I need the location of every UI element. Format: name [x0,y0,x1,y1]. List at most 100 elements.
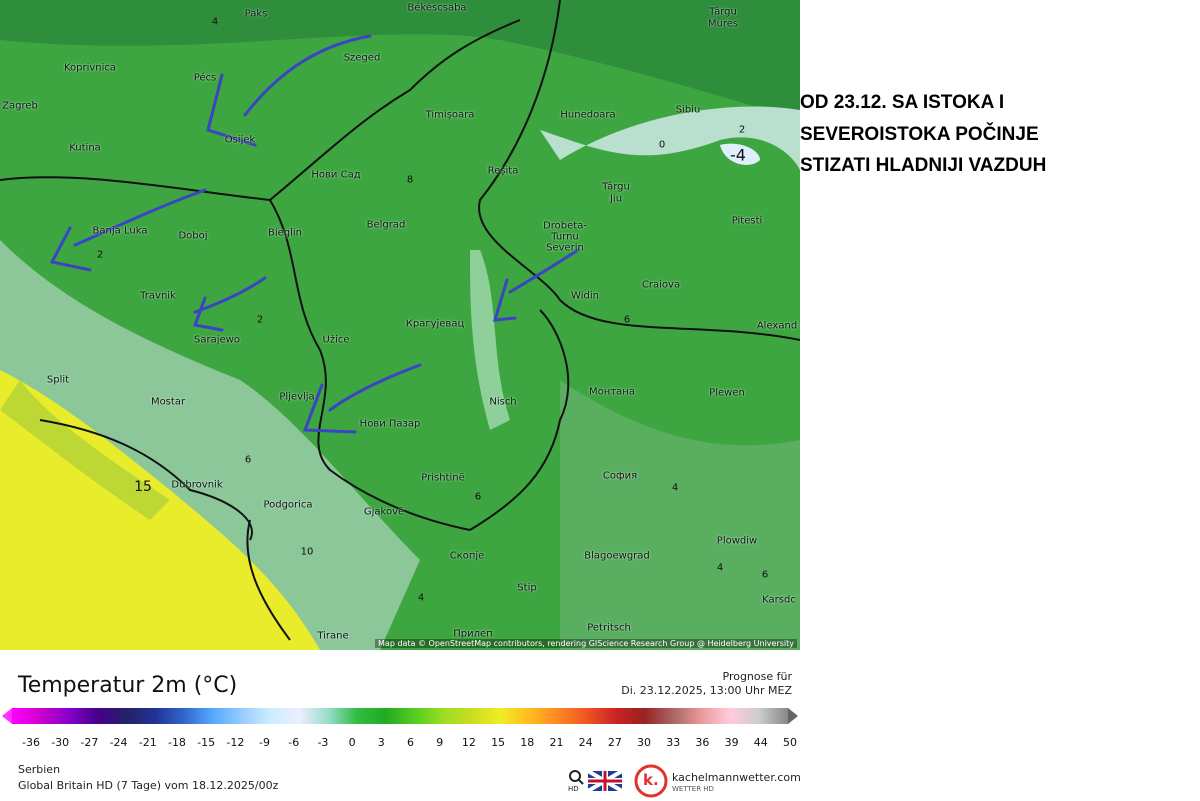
city-label: Craiova [641,279,681,291]
city-label: Stip [517,582,537,594]
logo [634,764,668,798]
city-label: Alexand [756,320,798,332]
contour-label: 6 [623,314,631,326]
city-label: Târgu [709,6,737,18]
colorbar-tick-label: 44 [753,736,768,749]
colorbar-tick-label: -3 [317,736,329,749]
city-label: Prishtinë [421,472,465,484]
contour-label: 4 [716,562,724,574]
annotation-line: OD 23.12. SA ISTOKA I [800,92,1005,113]
city-label: Karsdc [762,594,796,606]
city-label: Прилеп [453,628,493,640]
colorbar-tick-label: 27 [607,736,622,749]
city-label: Osijek [224,134,256,146]
city-label: Szeged [343,52,381,64]
colorbar-tick-label: -15 [197,736,216,749]
city-label: Крагујевац [405,318,465,330]
colorbar-tick-label: 21 [549,736,564,749]
colorbar-tick-label: 50 [783,736,797,749]
colorbar-tick-label: -24 [109,736,128,749]
icons [569,769,624,793]
city-label: Paks [244,8,268,20]
city-label: Pécs [193,72,217,84]
brand: kachelmannwetter.com [672,771,801,784]
colorbar-tick-label: -30 [51,736,70,749]
city-label: Нови Сад [311,169,361,181]
city-label: Bieglin [267,227,303,239]
city-label: Kutina [69,142,101,154]
contour-label: 0 [658,139,666,151]
contour-label: 4 [417,592,425,604]
colorbar [12,708,788,724]
colorbar-tick-label: -6 [288,736,300,749]
city-label: Banja Luka [92,225,148,237]
contour-label: 10 [300,546,314,558]
city-label: Békéscsaba [407,2,467,14]
city-label: Sibiu [675,104,701,116]
annotation-line: SEVEROISTOKA POČINJE [800,124,1039,145]
city-label: Nisch [489,396,517,408]
colorbar-tick-label: -9 [259,736,271,749]
city-label: Târgu [602,181,630,193]
city-label: Jiu [609,193,623,205]
city-label: Widin [571,290,599,302]
logo-text: k. [643,771,659,789]
colorbar-tick-label: 36 [695,736,710,749]
colorbar-tick-label: -27 [80,736,99,749]
city-label: Blagoewgrad [584,550,650,562]
colorbar-tick-label: 30 [637,736,652,749]
legend-title: Temperatur 2m (°C) [18,673,238,698]
forecast-time: Di. 23.12.2025, 13:00 Uhr MEZ [621,684,792,697]
city-label: Plowdiw [716,535,758,547]
city-label: Koprivnica [63,62,117,74]
city-label: Mures [707,18,739,30]
colorbar-tick-label: 12 [461,736,476,749]
colorbar-tick-label: 18 [520,736,535,749]
colorbar-tick-label: 33 [666,736,681,749]
brand-sub: WETTER HD [672,785,714,793]
colorbar-tick-label: -12 [226,736,245,749]
city-label: Reșita [487,165,519,177]
city-label: Severin [546,242,584,254]
city-label: Belgrad [366,219,406,231]
city-label: Pljevlja [279,391,315,403]
colorbar-tick-label: 9 [436,736,444,749]
contour-label: 6 [474,491,482,503]
city-label: Petritsch [587,622,631,634]
city-label: Dubrovnik [171,479,223,491]
city-label: Travnik [140,290,176,302]
city-label: Drobeta- [543,220,587,232]
city-label: Tirane [317,630,349,642]
city-label: Pitesti [731,215,763,227]
colorbar-arrows [2,708,798,724]
colorbar-tick-label: 3 [377,736,385,749]
city-label: Hunedoara [560,109,616,121]
contour-label: 15 [134,479,152,495]
contour-label: 6 [761,569,769,581]
city-label: Нови Пазар [359,418,421,430]
city-label: София [602,470,638,482]
city-label: Split [46,374,70,386]
city-label: Монтана [589,386,635,398]
contour-label: 4 [211,16,219,28]
city-label: Timișoara [425,109,475,121]
city-label: Plewen [709,387,745,399]
colorbar-tick-label: 6 [407,736,414,749]
icon-label: HD [568,785,579,793]
colorbar-tick-label: 24 [578,736,593,749]
city-label: Turnu [551,231,579,243]
city-label: Podgorica [263,499,313,511]
map-attribution: Map data © OpenStreetMap contributors, r… [375,639,797,648]
forecast-label: Prognose für [722,670,793,683]
colorbar-tick-label: 0 [348,736,356,749]
city-label: Gjakovë [363,506,405,518]
contour-label: 2 [738,124,746,136]
city-label: Sarajewo [194,334,240,346]
contour-label: 2 [256,314,264,326]
city-label: Zagreb [2,100,38,112]
contour-label: 4 [671,482,679,494]
colorbar-tick-label: -18 [167,736,186,749]
city-label: Doboj [178,230,208,242]
city-label: Скопје [449,550,485,562]
